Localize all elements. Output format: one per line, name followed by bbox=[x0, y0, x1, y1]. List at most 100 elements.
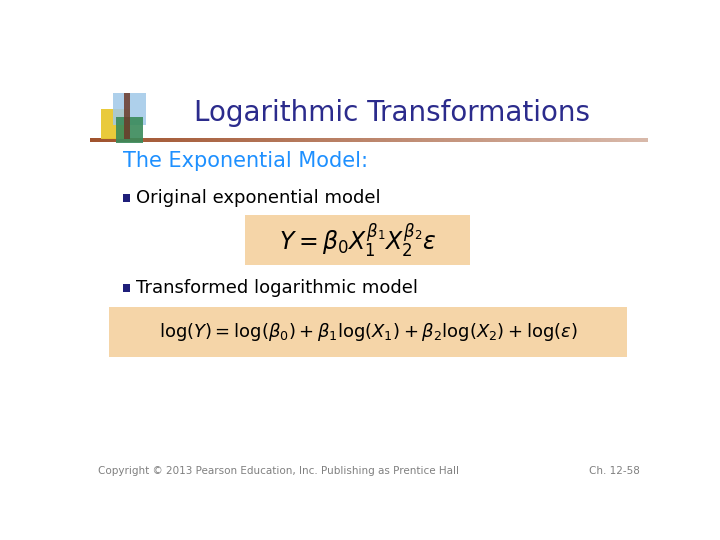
Bar bbox=[307, 138, 310, 142]
Bar bbox=[249, 138, 252, 142]
Bar bbox=[461, 138, 464, 142]
Bar bbox=[188, 138, 190, 142]
Bar bbox=[185, 138, 188, 142]
Bar bbox=[634, 138, 637, 142]
Bar bbox=[233, 138, 235, 142]
Bar bbox=[508, 138, 511, 142]
Bar bbox=[255, 138, 258, 142]
Bar bbox=[294, 138, 297, 142]
Bar bbox=[498, 138, 500, 142]
Bar bbox=[394, 138, 397, 142]
Bar bbox=[193, 138, 196, 142]
Bar bbox=[124, 138, 126, 142]
Bar bbox=[637, 138, 639, 142]
Bar bbox=[347, 138, 349, 142]
Bar bbox=[556, 138, 559, 142]
Bar bbox=[372, 138, 374, 142]
Bar bbox=[258, 138, 260, 142]
Bar bbox=[322, 138, 325, 142]
Text: Logarithmic Transformations: Logarithmic Transformations bbox=[194, 98, 590, 126]
FancyBboxPatch shape bbox=[101, 110, 130, 139]
Bar bbox=[99, 138, 101, 142]
Bar bbox=[190, 138, 193, 142]
Bar bbox=[397, 138, 400, 142]
Bar bbox=[246, 138, 249, 142]
Bar bbox=[260, 138, 263, 142]
Bar bbox=[109, 138, 112, 142]
FancyBboxPatch shape bbox=[109, 307, 627, 357]
FancyBboxPatch shape bbox=[117, 117, 143, 143]
Bar bbox=[277, 138, 280, 142]
Bar bbox=[642, 138, 645, 142]
Bar bbox=[263, 138, 266, 142]
Bar bbox=[603, 138, 606, 142]
Text: $\mathrm{log}(Y) = \mathrm{log}(\beta_0) + \beta_1\mathrm{log}(X_1) + \beta_2\ma: $\mathrm{log}(Y) = \mathrm{log}(\beta_0)… bbox=[159, 321, 577, 343]
Bar bbox=[271, 138, 274, 142]
Bar bbox=[517, 138, 520, 142]
Bar bbox=[104, 138, 107, 142]
Bar bbox=[135, 138, 138, 142]
Bar bbox=[500, 138, 503, 142]
Bar bbox=[377, 138, 380, 142]
Bar bbox=[349, 138, 352, 142]
Bar bbox=[431, 138, 433, 142]
Bar bbox=[240, 138, 243, 142]
Bar bbox=[469, 138, 472, 142]
Bar bbox=[140, 138, 143, 142]
Bar bbox=[438, 138, 441, 142]
Bar bbox=[107, 138, 109, 142]
Bar bbox=[166, 138, 168, 142]
Bar bbox=[486, 138, 489, 142]
Bar bbox=[615, 138, 617, 142]
Bar bbox=[207, 138, 210, 142]
Bar bbox=[472, 138, 475, 142]
Bar bbox=[631, 138, 634, 142]
Bar bbox=[459, 138, 461, 142]
Bar bbox=[416, 138, 419, 142]
Bar bbox=[456, 138, 459, 142]
Bar bbox=[411, 138, 414, 142]
Bar bbox=[305, 138, 307, 142]
Bar bbox=[341, 138, 344, 142]
Bar bbox=[581, 138, 584, 142]
Bar bbox=[333, 138, 336, 142]
Bar bbox=[464, 138, 467, 142]
Bar bbox=[330, 138, 333, 142]
Bar bbox=[545, 138, 547, 142]
Bar bbox=[559, 138, 562, 142]
Bar bbox=[176, 138, 179, 142]
Bar bbox=[285, 138, 288, 142]
Bar bbox=[553, 138, 556, 142]
FancyBboxPatch shape bbox=[122, 194, 130, 202]
Bar bbox=[453, 138, 456, 142]
Bar bbox=[235, 138, 238, 142]
Bar bbox=[374, 138, 377, 142]
Text: Ch. 12-58: Ch. 12-58 bbox=[590, 467, 640, 476]
Bar bbox=[319, 138, 322, 142]
Bar bbox=[570, 138, 572, 142]
Bar bbox=[495, 138, 498, 142]
Text: Original exponential model: Original exponential model bbox=[137, 189, 381, 207]
Bar bbox=[252, 138, 255, 142]
Bar bbox=[213, 138, 215, 142]
Bar bbox=[179, 138, 182, 142]
Bar bbox=[157, 138, 160, 142]
Bar bbox=[297, 138, 300, 142]
Bar bbox=[115, 138, 118, 142]
Bar bbox=[433, 138, 436, 142]
Bar bbox=[274, 138, 277, 142]
Bar bbox=[436, 138, 438, 142]
Bar bbox=[129, 138, 132, 142]
Bar bbox=[210, 138, 213, 142]
Bar bbox=[598, 138, 600, 142]
Bar bbox=[90, 138, 93, 142]
Bar bbox=[230, 138, 233, 142]
Bar bbox=[419, 138, 422, 142]
Bar bbox=[313, 138, 316, 142]
Bar bbox=[310, 138, 313, 142]
Bar bbox=[121, 138, 124, 142]
Bar bbox=[324, 138, 327, 142]
Bar bbox=[503, 138, 505, 142]
Bar bbox=[408, 138, 411, 142]
Bar bbox=[567, 138, 570, 142]
